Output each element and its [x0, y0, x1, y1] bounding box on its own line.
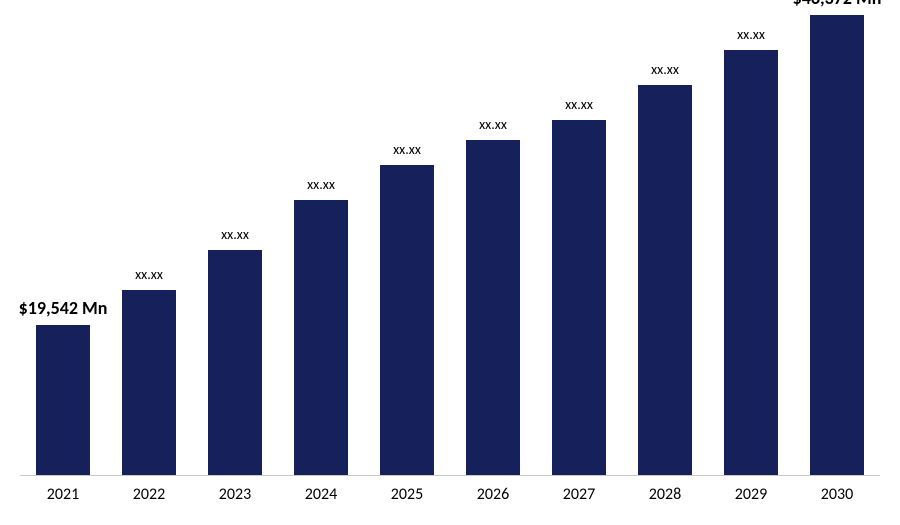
- value-label: $46,372 Mn: [777, 0, 897, 9]
- x-axis-label: 2021: [20, 485, 106, 504]
- bar-2025: [380, 165, 433, 475]
- bar-2029: [724, 50, 777, 475]
- value-label: xx.xx: [175, 226, 295, 243]
- value-label: xx.xx: [519, 96, 639, 113]
- x-axis-label: 2029: [708, 485, 794, 504]
- bar-2024: [294, 200, 347, 475]
- value-label: $19,542 Mn: [3, 297, 123, 319]
- x-axis-label: 2025: [364, 485, 450, 504]
- x-axis-label: 2022: [106, 485, 192, 504]
- value-label: xx.xx: [605, 61, 725, 78]
- x-axis-label: 2024: [278, 485, 364, 504]
- x-axis-label: 2028: [622, 485, 708, 504]
- value-label: xx.xx: [261, 176, 381, 193]
- x-axis-label: 2030: [794, 485, 880, 504]
- value-label: xx.xx: [89, 266, 209, 283]
- bar-2028: [638, 85, 691, 475]
- x-axis-label: 2023: [192, 485, 278, 504]
- x-axis-baseline: [20, 475, 880, 476]
- bar-2030: [810, 15, 863, 475]
- market-bar-chart: 2021202220232024202520262027202820292030…: [0, 0, 900, 525]
- bar-2027: [552, 120, 605, 475]
- value-label: xx.xx: [433, 116, 553, 133]
- x-axis-label: 2026: [450, 485, 536, 504]
- bar-2023: [208, 250, 261, 475]
- bar-2021: [36, 325, 89, 475]
- x-axis-label: 2027: [536, 485, 622, 504]
- bar-2022: [122, 290, 175, 475]
- value-label: xx.xx: [691, 26, 811, 43]
- bar-2026: [466, 140, 519, 475]
- value-label: xx.xx: [347, 141, 467, 158]
